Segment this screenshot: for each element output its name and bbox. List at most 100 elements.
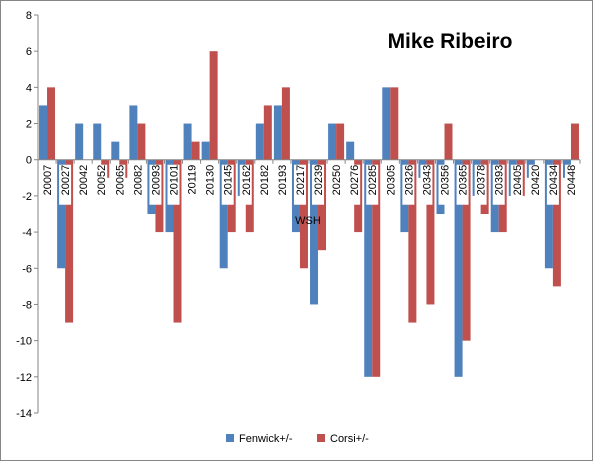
x-tick-label-bg <box>564 164 577 205</box>
x-tick-label-bg <box>546 164 559 205</box>
x-tick-label: 20305 <box>385 165 397 196</box>
fenwick-bar <box>93 123 102 160</box>
fenwick-bar <box>111 141 120 160</box>
x-tick-label-bg <box>366 164 379 205</box>
x-tick-label: 20042 <box>78 165 90 196</box>
x-tick-label: 20082 <box>132 165 144 196</box>
y-tick-label: 6 <box>26 46 32 58</box>
y-tick-label: 0 <box>26 155 32 167</box>
x-tick-label: 20007 <box>42 165 54 196</box>
x-tick-label: 20285 <box>367 165 379 196</box>
x-tick-label-bg <box>456 164 469 205</box>
corsi-bar <box>299 159 308 269</box>
x-tick-label-bg <box>131 164 144 205</box>
fenwick-bar <box>255 123 264 160</box>
x-tick-label: 20326 <box>403 165 415 196</box>
corsi-bar <box>408 159 417 323</box>
x-tick-label: 20276 <box>349 165 361 196</box>
x-tick-label-bg <box>113 164 126 205</box>
fenwick-bar <box>183 123 192 160</box>
chart-title: Mike Ribeiro <box>388 30 513 53</box>
fenwick-bar <box>346 141 355 160</box>
fenwick-bar <box>382 87 391 160</box>
corsi-bar <box>336 123 345 160</box>
x-axis: 20007 20027 20042 20052 20065 20082 20093 20101… <box>37 159 581 205</box>
y-tick-label: -10 <box>16 336 32 348</box>
x-tick-label: 20250 <box>331 165 343 196</box>
fenwick-bar <box>364 159 373 377</box>
x-tick-label-bg <box>312 164 325 205</box>
x-tick-label: 20448 <box>566 165 578 196</box>
corsi-bar <box>444 123 453 160</box>
fenwick-bar <box>219 159 228 269</box>
x-tick-label: 20239 <box>313 165 325 196</box>
fenwick-bar <box>57 159 66 269</box>
corsi-bar <box>191 141 200 160</box>
y-tick-label: 2 <box>26 119 32 131</box>
x-tick-label: 20027 <box>60 165 72 196</box>
x-tick-label: 20393 <box>494 165 506 196</box>
x-tick-label-bg <box>41 164 54 205</box>
x-tick-label-bg <box>330 164 343 205</box>
x-tick-label-bg <box>384 164 397 205</box>
x-tick-label-bg <box>167 164 180 205</box>
x-tick-label-bg <box>185 164 198 205</box>
fenwick-bar <box>75 123 84 160</box>
y-tick-label: 8 <box>26 10 32 22</box>
x-tick-label-bg <box>275 164 288 205</box>
x-tick-label-bg <box>95 164 108 205</box>
y-tick-label: -2 <box>22 191 32 203</box>
group-label: WSH <box>295 215 321 227</box>
corsi-bar <box>137 123 146 160</box>
fenwick-bar <box>544 159 553 269</box>
x-tick-label: 20119 <box>187 165 199 195</box>
x-tick-label: 20162 <box>241 165 253 196</box>
fenwick-bar <box>328 123 337 160</box>
x-tick-label-bg <box>203 164 216 205</box>
corsi-bar <box>462 159 471 341</box>
x-tick-label-bg <box>59 164 72 205</box>
x-tick-label-bg <box>438 164 451 205</box>
x-tick-label: 20193 <box>277 165 289 196</box>
fenwick-bar <box>273 105 282 160</box>
fenwick-bar <box>454 159 463 377</box>
fenwick-bar <box>310 159 319 305</box>
x-tick-label: 20145 <box>223 165 235 196</box>
x-tick-label: 20420 <box>530 165 542 196</box>
legend-label-fenwick: Fenwick+/- <box>239 433 293 445</box>
x-tick-label-bg <box>149 164 162 205</box>
y-tick-label: -12 <box>16 372 32 384</box>
corsi-bar <box>570 123 579 160</box>
x-tick-label: 20052 <box>96 165 108 196</box>
x-tick-label-bg <box>420 164 433 205</box>
y-tick-label: -14 <box>16 408 32 420</box>
x-tick-label: 20093 <box>150 165 162 196</box>
x-tick-label: 20405 <box>512 165 524 196</box>
fenwick-bar <box>201 141 210 160</box>
x-tick-label-bg <box>528 164 541 205</box>
y-tick-label: -8 <box>22 299 32 311</box>
corsi-bar <box>372 159 381 377</box>
corsi-bar <box>65 159 74 323</box>
x-tick-label-bg <box>257 164 270 205</box>
x-tick-label: 20130 <box>205 165 217 196</box>
x-tick-label-bg <box>402 164 415 205</box>
y-tick-label: 4 <box>26 82 32 94</box>
x-tick-label: 20365 <box>458 165 470 196</box>
corsi-bar <box>552 159 561 287</box>
x-tick-label: 20434 <box>548 165 560 196</box>
legend-swatch-fenwick <box>226 434 234 442</box>
corsi-bar <box>426 159 435 305</box>
x-tick-label: 20101 <box>169 165 181 196</box>
corsi-bar <box>318 159 327 251</box>
x-tick-label: 20356 <box>440 165 452 196</box>
x-tick-label: 20343 <box>421 165 433 196</box>
corsi-bar <box>47 87 56 160</box>
corsi-bar <box>390 87 399 160</box>
x-tick-label-bg <box>348 164 361 205</box>
corsi-bar <box>281 87 290 160</box>
y-axis: -14 -12 -10 -8 -6 -4 -2 0 2 4 6 8 <box>16 10 39 420</box>
corsi-bar <box>173 159 182 323</box>
